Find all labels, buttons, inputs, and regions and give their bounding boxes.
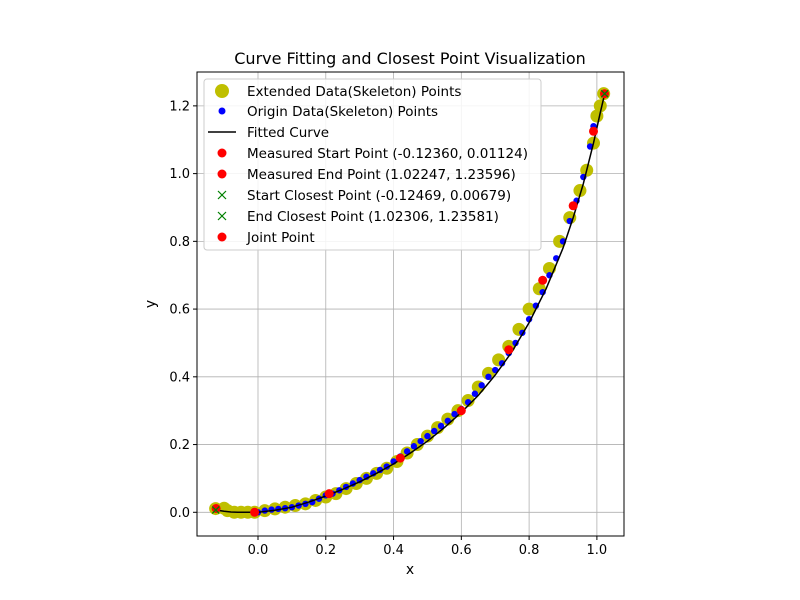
start-closest-point	[211, 506, 220, 514]
legend: Extended Data(Skeleton) Points Origin Da…	[203, 78, 542, 251]
legend-label-closest-start: Start Closest Point (-0.12469, 0.00679)	[247, 188, 511, 204]
origin-point	[431, 427, 438, 435]
legend-label-measured-start: Measured Start Point (-0.12360, 0.01124)	[247, 146, 528, 162]
legend-label-origin: Origin Data(Skeleton) Points	[247, 104, 438, 120]
extended-point	[573, 184, 587, 198]
extended-point	[563, 211, 577, 225]
x-tick-label: 1.0	[587, 543, 608, 558]
origin-point	[437, 422, 445, 430]
y-tick-label: 0.0	[169, 506, 190, 521]
origin-point	[478, 382, 485, 389]
origin-point	[403, 448, 411, 455]
joint-point	[395, 453, 405, 463]
legend-handle-measured-start	[217, 148, 227, 158]
extended-point	[553, 234, 567, 248]
origin-point	[268, 506, 275, 513]
y-tick-label: 0.2	[169, 438, 190, 453]
legend-handle-origin	[218, 107, 226, 115]
extended-point	[593, 99, 607, 113]
x-axis-label: x	[406, 562, 414, 578]
x-tick-label: 0.8	[519, 543, 540, 558]
legend-handle-closest-start	[217, 190, 227, 200]
origin-point	[417, 437, 424, 445]
y-tick-label: 1.2	[169, 99, 190, 114]
joint-point	[568, 201, 578, 211]
origin-point	[410, 443, 418, 450]
legend-frame	[203, 78, 542, 251]
origin-point	[424, 432, 431, 440]
origin-point	[451, 410, 458, 418]
legend-label-measured-end: Measured End Point (1.02247, 1.23596)	[247, 167, 516, 183]
closest-marker-stroke	[600, 89, 609, 98]
extended-point	[481, 366, 495, 380]
origin-point	[485, 373, 492, 381]
joint-point	[504, 345, 514, 355]
legend-label-extended: Extended Data(Skeleton) Points	[247, 84, 461, 100]
y-axis-label: y	[143, 300, 159, 308]
legend-label-joint: Joint Point	[246, 230, 315, 246]
origin-point	[464, 399, 472, 406]
x-tick-label: 0.4	[383, 543, 404, 558]
legend-handle-closest-end	[217, 211, 227, 221]
x-tick-label: 0.0	[248, 543, 269, 558]
joint-point	[250, 507, 260, 517]
x-tick-label: 0.6	[451, 543, 472, 558]
closest-marker-stroke	[211, 506, 220, 514]
y-tick-label: 0.4	[169, 370, 190, 385]
joint-point	[324, 489, 334, 499]
joint-point	[538, 275, 548, 285]
joint-point	[456, 406, 466, 416]
legend-handle-joint	[217, 232, 227, 242]
legend-label-closest-end: End Closest Point (1.02306, 1.23581)	[247, 209, 499, 225]
legend-handle-measured-end	[217, 169, 227, 179]
origin-point	[471, 390, 479, 397]
y-tick-label: 0.6	[169, 303, 190, 318]
measured-start-point	[211, 503, 221, 513]
tick-layer: 0.0 0.2 0.4 0.6 0.8 1.0 0.0 0.2 0.4 0.6 0.8 1.0 1.2	[169, 99, 607, 558]
origin-point	[512, 339, 519, 347]
plot-frame	[196, 71, 625, 537]
y-tick-label: 1.0	[169, 167, 190, 182]
y-tick-label: 0.8	[169, 235, 190, 250]
plot-layer	[209, 87, 611, 519]
chart-title: Curve Fitting and Closest Point Visualiz…	[234, 49, 586, 68]
legend-x-stroke	[217, 211, 227, 221]
x-tick-label: 0.2	[315, 543, 336, 558]
legend-label-fitted: Fitted Curve	[247, 125, 329, 141]
legend-handle-extended	[215, 84, 229, 98]
extended-point	[522, 302, 536, 316]
origin-point	[498, 360, 506, 367]
joint-point	[589, 126, 598, 136]
end-closest-point	[600, 89, 609, 98]
legend-x-stroke	[217, 190, 227, 200]
